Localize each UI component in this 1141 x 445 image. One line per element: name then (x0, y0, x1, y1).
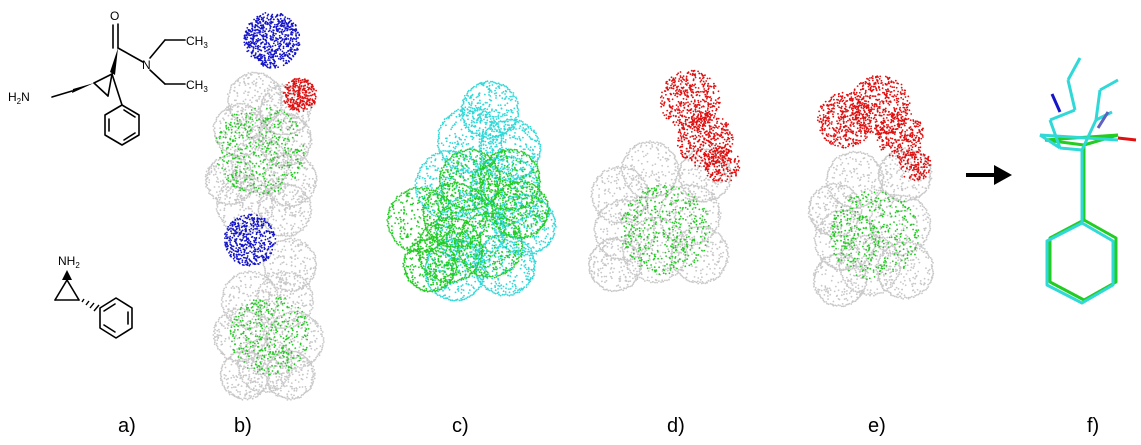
panel-b-bottom-molecule-surface (212, 213, 325, 401)
molecule-1-structure: O N H2N CH3 CH3 (8, 9, 208, 146)
panel-label-e: e) (868, 415, 886, 437)
panel-label-d: d) (667, 415, 685, 437)
methyl-top-label: CH3 (186, 34, 208, 50)
panel-b-top-molecule-surface (204, 12, 318, 238)
oxygen-atom-label: O (110, 9, 119, 23)
panel-label-c: c) (452, 415, 469, 437)
panel-label-f: f) (1087, 415, 1099, 437)
panel-c-overlay-surface (386, 80, 557, 302)
arrow-icon (966, 165, 1012, 185)
panel-f-stick-overlay (1039, 57, 1137, 305)
hashed-bond (81, 298, 100, 312)
panel-d-molecule-surface (588, 69, 741, 293)
amine-atom-label: H2N (8, 90, 30, 106)
amine-atom-label-2: NH2 (58, 254, 80, 270)
methyl-bottom-label: CH3 (186, 78, 208, 94)
molecule-2-structure: NH2 (54, 254, 133, 339)
panel-e-molecule-surface (807, 75, 935, 308)
panel-label-b: b) (234, 415, 252, 437)
nitrogen-atom-label: N (142, 58, 151, 72)
panel-label-a: a) (118, 415, 136, 437)
